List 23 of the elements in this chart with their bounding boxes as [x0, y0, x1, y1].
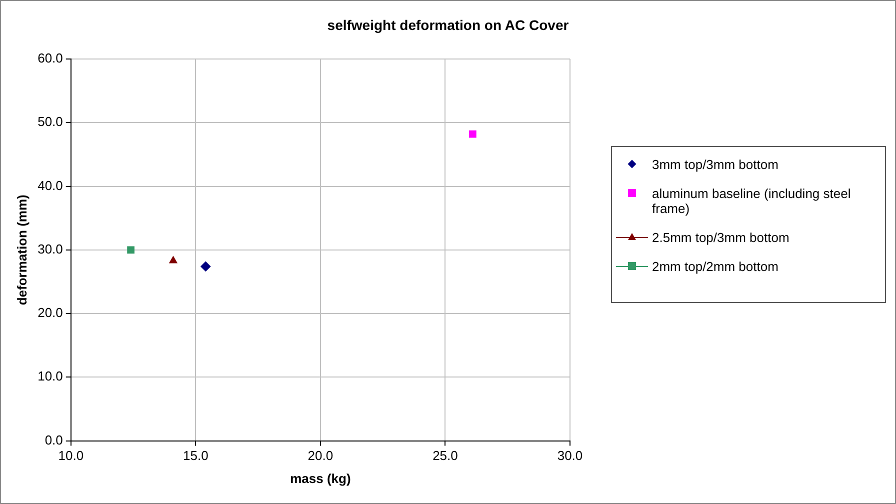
x-tick-label: 15.0: [183, 448, 208, 464]
chart-title: selfweight deformation on AC Cover: [326, 17, 570, 33]
point: [169, 256, 178, 264]
x-tick-label: 10.0: [58, 448, 84, 464]
legend-label: 2.5mm top/3mm bottom: [652, 230, 790, 245]
y-tick-label: 20.0: [38, 305, 63, 320]
legend-label: aluminum baseline (including steel frame): [652, 186, 852, 216]
y-tick-label: 30.0: [38, 241, 63, 256]
point: [200, 261, 211, 272]
y-axis-title: deformation (mm): [14, 194, 30, 306]
x-tick-label: 30.0: [557, 448, 583, 464]
y-tick-label: 0.0: [44, 432, 63, 448]
point: [127, 246, 134, 254]
x-tick-label: 20.0: [308, 448, 334, 464]
y-tick-label: 40.0: [38, 178, 63, 193]
y-tick-label: 50.0: [38, 114, 63, 130]
legend-label: 3mm top/3mm bottom: [652, 157, 778, 172]
x-axis-title: mass (kg): [290, 470, 351, 486]
y-tick-label: 10.0: [38, 368, 63, 384]
x-tick-label: 25.0: [432, 448, 458, 464]
point: [468, 130, 476, 138]
legend-label: 2mm top/2mm bottom: [652, 259, 778, 274]
y-tick-label: 60.0: [38, 50, 63, 66]
